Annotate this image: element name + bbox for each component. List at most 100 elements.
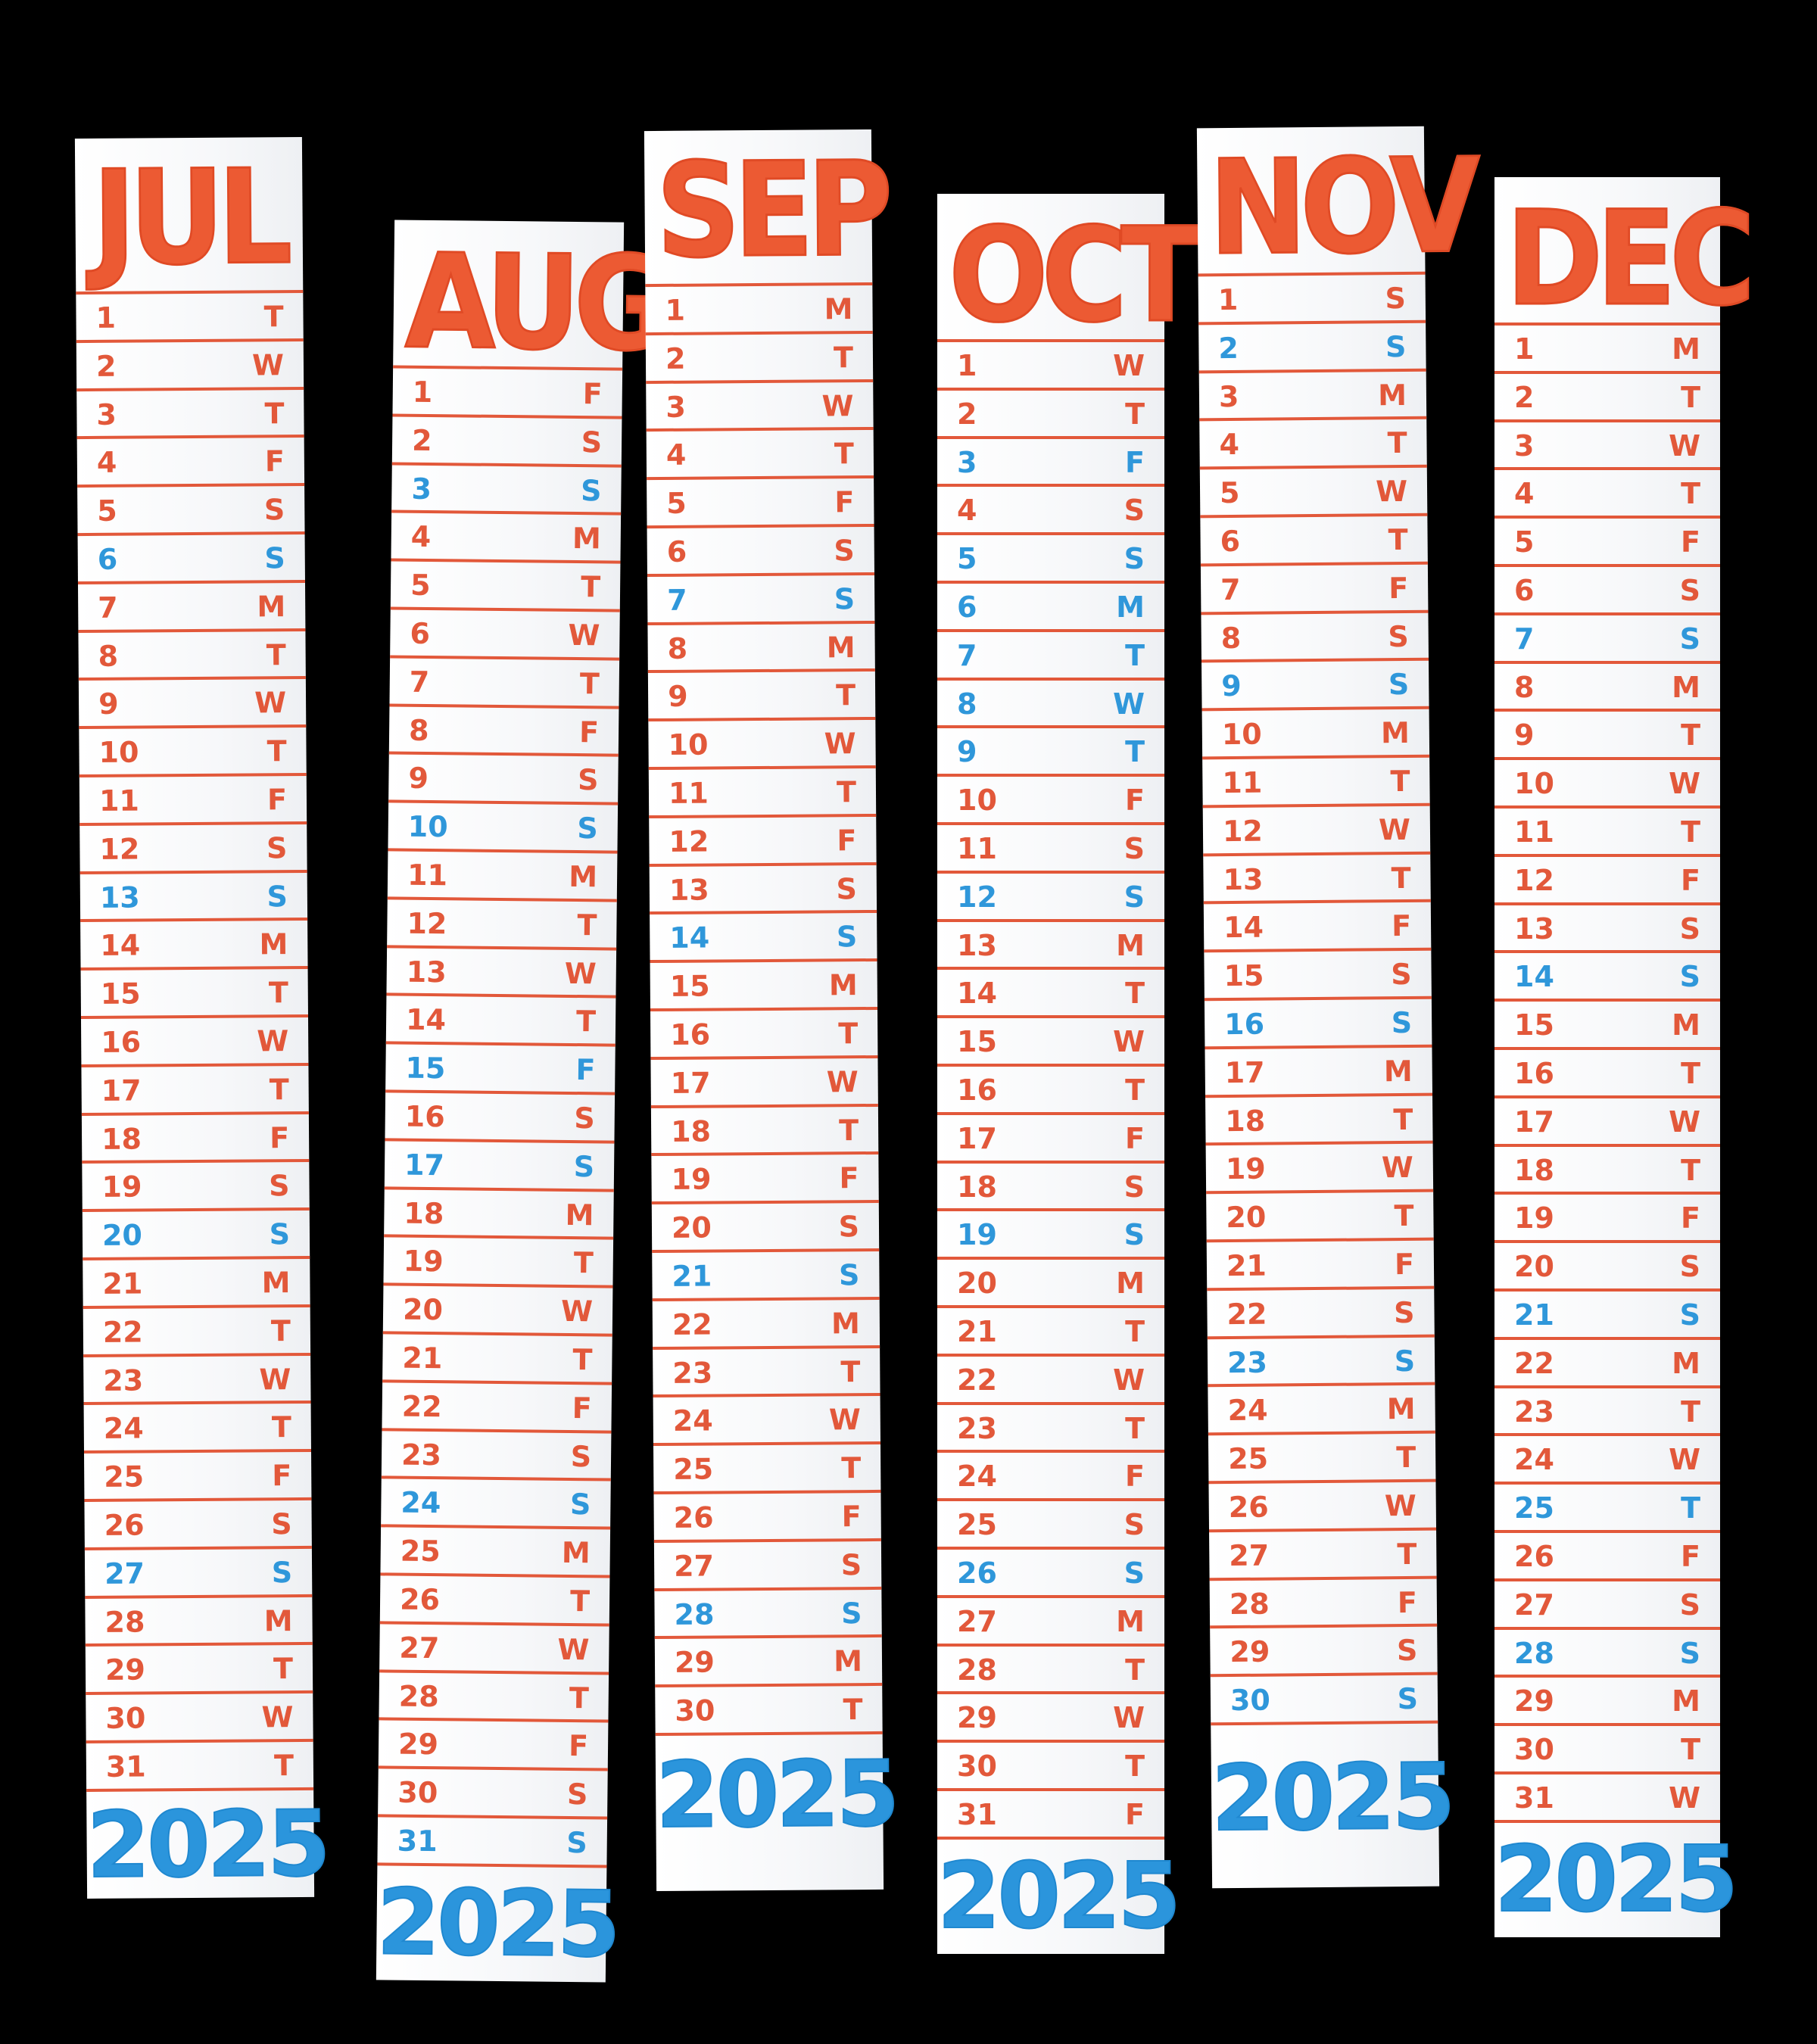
day-number: 4: [957, 494, 977, 528]
day-number: 27: [957, 1604, 997, 1638]
day-number: 24: [1227, 1393, 1268, 1428]
weekday-letter: T: [1397, 1537, 1417, 1571]
day-row: 18 F: [81, 1114, 310, 1164]
weekday-letter: M: [1672, 670, 1700, 704]
day-number: 6: [666, 534, 687, 569]
month-strip-nov: NOV 1 S 2 S 3 M 4 T 5 W 6 T 7 F 8 S 9 S 10 M 11 T 12 W 13 T 14 F 15 S 1…: [1196, 126, 1476, 1889]
day-number: 30: [1230, 1683, 1271, 1718]
weekday-letter: S: [1124, 542, 1145, 576]
weekday-letter: S: [836, 871, 858, 905]
day-number: 13: [99, 880, 140, 915]
day-number: 4: [96, 446, 117, 480]
weekday-letter: W: [821, 388, 854, 423]
weekday-letter: T: [266, 637, 286, 671]
day-list: 1 M 2 T 3 W 4 T 5 F 6 S 7 S 8 M 9 T 10 W 11 T 12 F 13 S 14 S 15 M 16 T 1…: [645, 282, 883, 1736]
day-row: 17 W: [1494, 1098, 1720, 1147]
weekday-letter: T: [270, 1313, 291, 1348]
day-row: 22 F: [382, 1382, 612, 1434]
day-row: 12 F: [1494, 857, 1720, 905]
weekday-letter: T: [577, 908, 597, 943]
weekday-letter: M: [259, 927, 288, 961]
day-number: 31: [397, 1824, 438, 1859]
day-row: 26 F: [653, 1492, 881, 1543]
day-number: 9: [667, 680, 688, 714]
day-number: 12: [1514, 863, 1554, 897]
day-row: 20 S: [1494, 1243, 1720, 1292]
weekday-letter: S: [1124, 494, 1145, 528]
weekday-letter: S: [566, 1825, 587, 1860]
day-number: 27: [399, 1631, 440, 1665]
weekday-letter: T: [1681, 718, 1700, 752]
day-number: 14: [669, 921, 710, 955]
day-row: 22 T: [83, 1307, 311, 1357]
day-number: 3: [411, 472, 432, 506]
day-number: 28: [1229, 1587, 1270, 1621]
day-row: 12 F: [649, 816, 877, 867]
day-row: 25 S: [937, 1501, 1164, 1550]
weekday-letter: F: [1681, 1201, 1700, 1235]
day-number: 22: [401, 1389, 442, 1423]
weekday-letter: S: [1679, 1298, 1700, 1332]
weekday-letter: F: [839, 1161, 859, 1195]
weekday-letter: T: [1125, 638, 1145, 672]
weekday-letter: F: [572, 1391, 592, 1426]
day-number: 5: [97, 494, 117, 528]
weekday-letter: M: [1116, 1604, 1145, 1638]
day-row: 28 T: [937, 1647, 1164, 1695]
day-number: 10: [1221, 717, 1262, 752]
day-number: 17: [101, 1073, 142, 1108]
weekday-letter: S: [566, 1778, 588, 1812]
day-number: 1: [1217, 282, 1239, 317]
day-row: 26 F: [1494, 1533, 1720, 1581]
day-number: 21: [672, 1259, 712, 1293]
day-row: 30 T: [1494, 1726, 1720, 1774]
day-row: 23 T: [653, 1348, 880, 1398]
weekday-letter: F: [264, 444, 285, 478]
day-row: 10 M: [1201, 709, 1430, 760]
day-row: 15 S: [1204, 950, 1432, 1002]
day-row: 27 T: [1209, 1530, 1437, 1581]
day-row: 19 F: [1494, 1195, 1720, 1244]
day-row: 11 S: [937, 825, 1164, 874]
day-number: 10: [1514, 767, 1554, 801]
day-row: 23 W: [83, 1355, 311, 1406]
weekday-letter: S: [1391, 1005, 1413, 1040]
day-number: 26: [957, 1556, 997, 1590]
weekday-letter: S: [271, 1555, 293, 1590]
day-number: 24: [103, 1411, 144, 1446]
day-row: 22 W: [937, 1357, 1164, 1405]
day-number: 7: [957, 638, 977, 672]
day-number: 23: [957, 1411, 997, 1445]
day-row: 19 S: [82, 1162, 310, 1213]
day-row: 27 W: [379, 1624, 609, 1675]
day-number: 16: [101, 1025, 142, 1059]
day-number: 7: [409, 665, 430, 699]
day-number: 27: [1229, 1538, 1270, 1572]
day-number: 27: [673, 1549, 715, 1583]
weekday-letter: F: [1125, 445, 1145, 479]
weekday-letter: W: [560, 1295, 594, 1329]
weekday-letter: F: [1681, 863, 1700, 897]
day-list: 1 T 2 W 3 T 4 F 5 S 6 S 7 M 8 T 9 W 10 T 11 F 12 S 13 S 14 M 15 T 16 W 1…: [76, 289, 314, 1792]
year-label: 2025: [937, 1844, 1182, 1949]
day-list: 1 W 2 T 3 F 4 S 5 S 6 M 7 T 8 W 9 T 10 F 11 S 12 S 13 M 14 T 15 W 16 T 1…: [937, 339, 1164, 1840]
day-number: 10: [98, 735, 139, 770]
day-row: 19 T: [383, 1237, 614, 1288]
weekday-letter: M: [826, 630, 856, 664]
month-strip-dec: DEC 1 M 2 T 3 W 4 T 5 F 6 S 7 S 8 M 9 T 10 W 11 T 12 F 13 S 14 S 15 M 1…: [1494, 177, 1756, 1937]
weekday-letter: S: [1679, 1636, 1700, 1670]
day-number: 17: [404, 1148, 445, 1182]
weekday-letter: T: [843, 1693, 863, 1727]
day-row: 17 S: [384, 1141, 615, 1192]
day-number: 29: [397, 1727, 439, 1762]
month-title: OCT: [948, 199, 1202, 351]
day-row: 19 F: [651, 1154, 879, 1205]
day-row: 12 S: [79, 824, 307, 874]
day-row: 11 F: [79, 775, 307, 826]
day-number: 21: [402, 1341, 443, 1376]
